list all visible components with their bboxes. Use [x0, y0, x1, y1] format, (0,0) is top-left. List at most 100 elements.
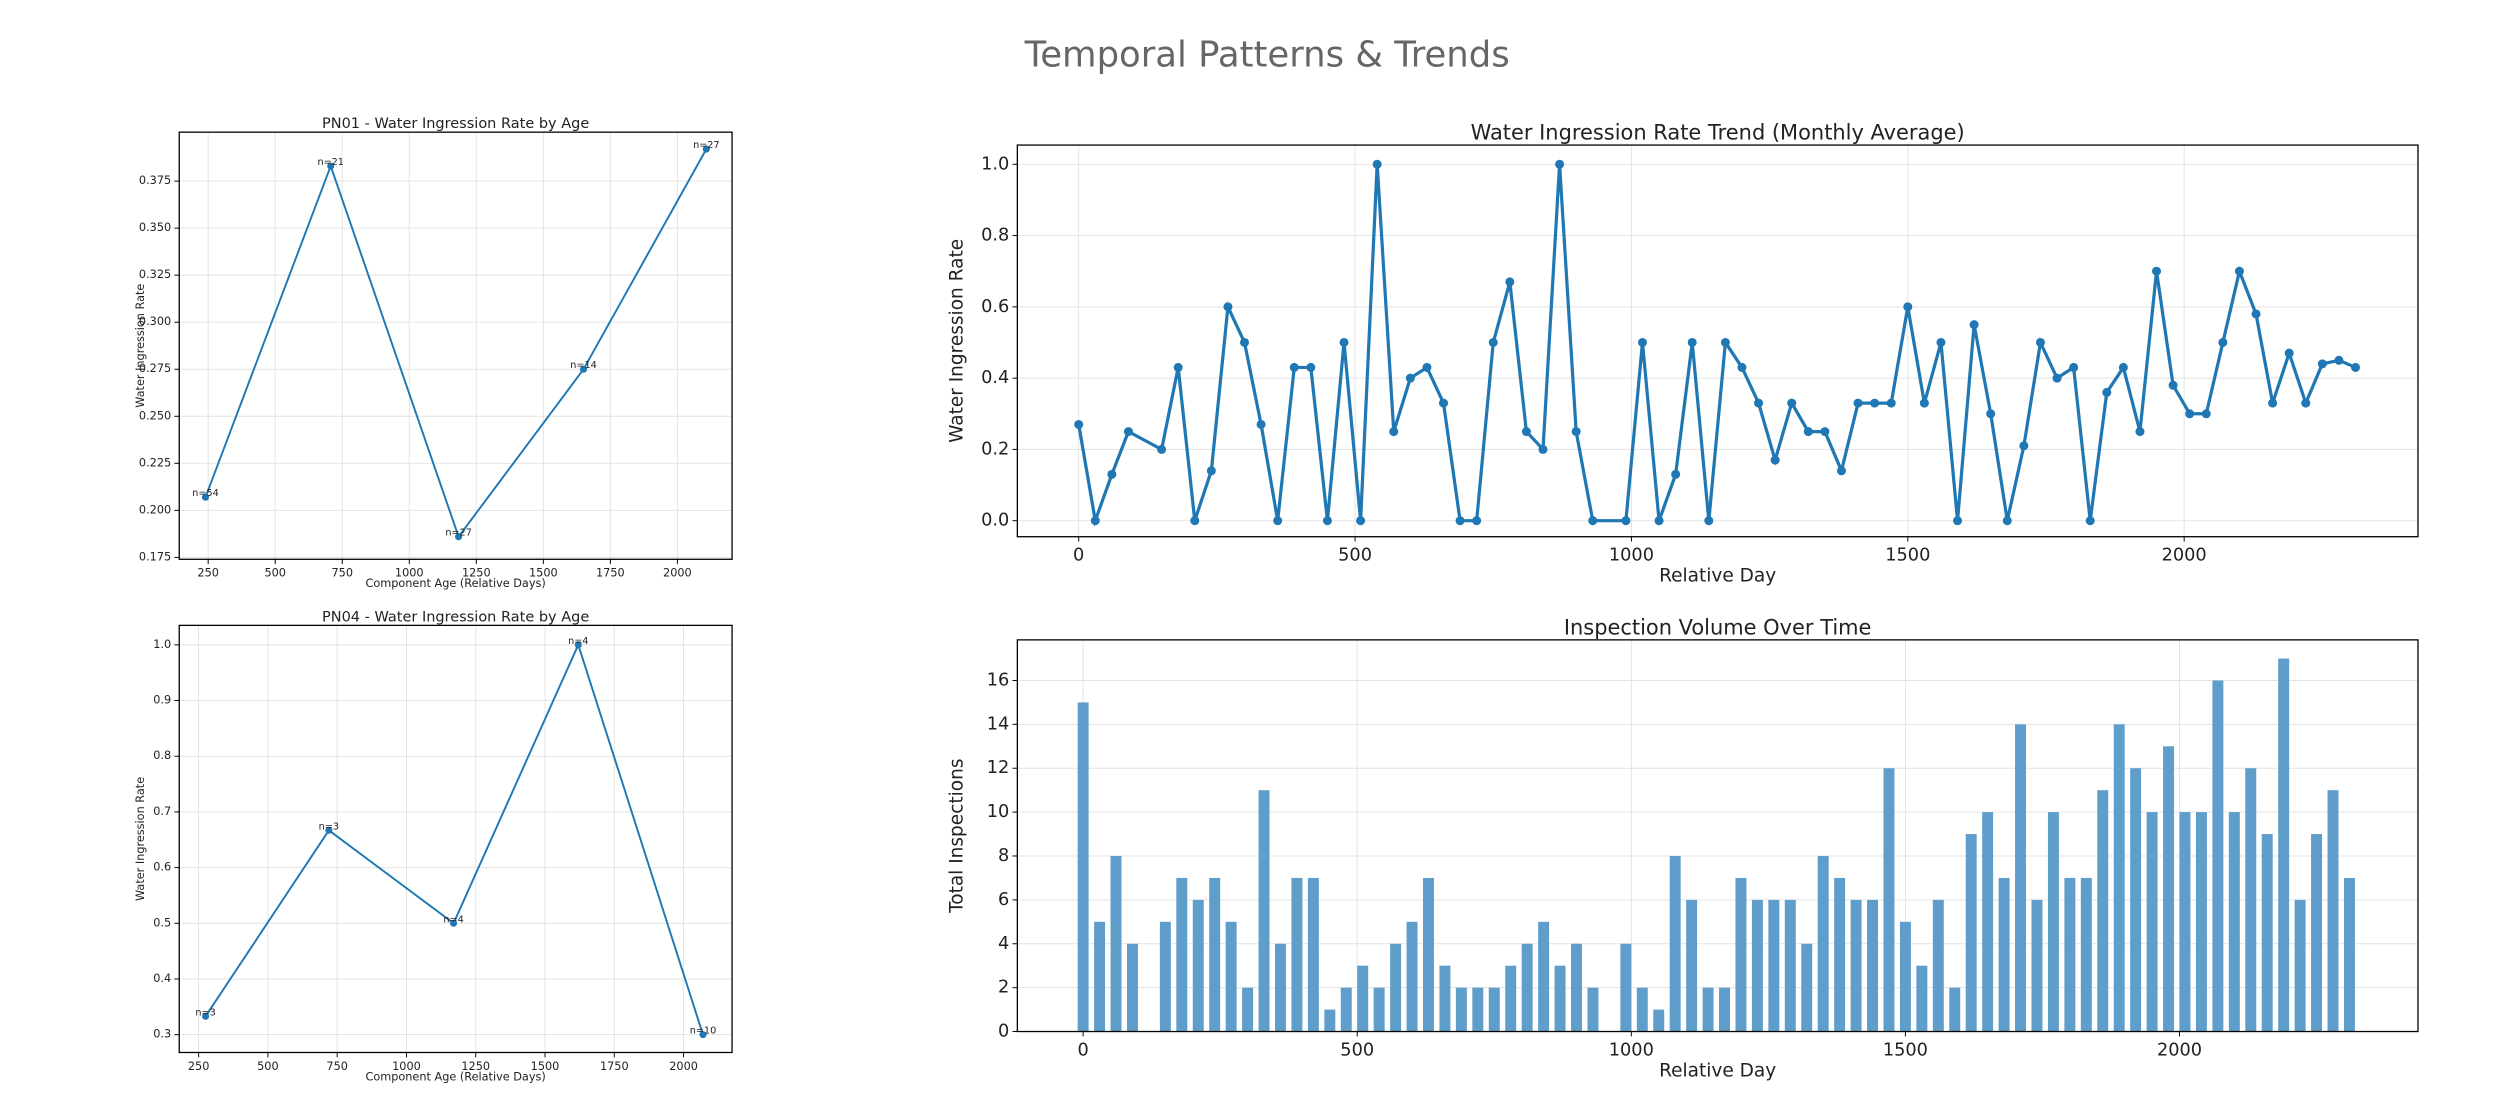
data-point [2035, 337, 2045, 348]
bar [2080, 877, 2092, 1032]
y-tick-label: 1.0 [153, 638, 171, 651]
bar [1768, 899, 1780, 1032]
data-point [1240, 337, 1250, 348]
data-point [1803, 427, 1813, 437]
data-point [1754, 398, 1764, 408]
bar [1982, 812, 1994, 1032]
data-point [699, 1031, 707, 1039]
data-point [2069, 362, 2079, 372]
y-tick-label: 0.0 [981, 511, 1009, 531]
bar [1751, 899, 1763, 1032]
data-point [1571, 427, 1581, 437]
bar [1998, 877, 2010, 1032]
bar [2195, 812, 2207, 1032]
x-tick-label: 1000 [1609, 546, 1654, 566]
x-tick-label: 1250 [461, 1060, 490, 1073]
x-tick-label: 1000 [395, 567, 424, 580]
y-tick-label: 0.175 [139, 550, 171, 563]
data-point [1936, 337, 1946, 348]
x-tick-label: 500 [264, 567, 286, 580]
bar [1307, 877, 1319, 1032]
bar [1324, 1009, 1336, 1032]
bar [1817, 855, 1829, 1032]
plot-frame [1016, 639, 2419, 1033]
y-tick-label: 0.3 [153, 1028, 171, 1041]
bar [1077, 702, 1089, 1032]
data-point [2218, 337, 2228, 348]
data-point [1986, 409, 1996, 419]
bar [1899, 921, 1911, 1032]
point-annotation: n=4 [568, 636, 588, 647]
y-tick-label: 0.6 [153, 861, 171, 874]
data-point [1322, 516, 1332, 526]
y-tick-label: 4 [998, 934, 1009, 954]
data-point [455, 533, 463, 541]
bar [1867, 899, 1879, 1032]
data-point [1422, 362, 1432, 372]
bar [1225, 921, 1237, 1032]
y-tick-label: 0.300 [139, 315, 171, 328]
y-tick-label: 0.9 [153, 694, 171, 707]
data-point [1903, 302, 1913, 312]
bar [1242, 987, 1254, 1032]
data-point [1074, 419, 1084, 429]
data-line [1077, 164, 2357, 527]
y-tick-label: 0.250 [139, 409, 171, 422]
data-point [1256, 419, 1266, 429]
y-axis-label: Total Inspections [947, 758, 968, 913]
bar [1538, 921, 1550, 1032]
bar [1949, 987, 1961, 1032]
data-point [2234, 266, 2244, 276]
data-point [2201, 409, 2211, 419]
data-point [1107, 469, 1117, 479]
y-axis-label: Water Ingression Rate [134, 284, 147, 408]
point-annotation: n=21 [317, 157, 344, 168]
x-axis-label: Component Age (Relative Days) [366, 577, 546, 590]
x-tick-label: 1750 [596, 567, 625, 580]
bar [2294, 899, 2306, 1032]
x-tick-label: 250 [188, 1060, 210, 1073]
data-point [1953, 516, 1963, 526]
x-tick-label: 2000 [2157, 1040, 2202, 1060]
point-annotation: n=4 [443, 914, 463, 925]
data-point [1737, 362, 1747, 372]
data-point [1654, 516, 1664, 526]
bar [1735, 877, 1747, 1032]
bar [2311, 834, 2323, 1032]
data-point [1157, 444, 1167, 454]
x-tick-label: 1500 [529, 567, 558, 580]
bar [1110, 855, 1122, 1032]
bar [1719, 987, 1730, 1032]
point-annotation: n=14 [570, 360, 597, 371]
bar [1669, 855, 1681, 1032]
data-point [2251, 309, 2261, 319]
bar [2343, 877, 2355, 1032]
point-annotation: n=54 [192, 488, 219, 499]
bar [2113, 724, 2125, 1032]
data-point [1405, 373, 1415, 383]
chart-title: PN04 - Water Ingression Rate by Age [322, 609, 589, 625]
point-annotation: n=3 [195, 1007, 215, 1018]
y-tick-label: 0.8 [153, 749, 171, 762]
y-axis-label: Water Ingression Rate [947, 239, 968, 443]
bar [1406, 921, 1418, 1032]
data-point [1969, 320, 1979, 330]
data-point [1588, 516, 1598, 526]
data-point [1671, 469, 1681, 479]
bar [1357, 965, 1369, 1032]
bar [1488, 987, 1500, 1032]
bar [2245, 768, 2257, 1032]
data-point [2118, 362, 2128, 372]
y-tick-label: 0 [998, 1022, 1009, 1042]
y-tick-label: 0.7 [153, 805, 171, 818]
y-tick-label: 14 [987, 714, 1010, 734]
data-point [2135, 427, 2145, 437]
y-tick-label: 0.8 [981, 226, 1009, 246]
bar [1126, 943, 1138, 1032]
bar [2047, 812, 2059, 1032]
bar [2179, 812, 2191, 1032]
y-tick-label: 0.350 [139, 221, 171, 234]
data-point [325, 826, 333, 834]
bar [1505, 965, 1517, 1032]
data-point [1704, 516, 1714, 526]
